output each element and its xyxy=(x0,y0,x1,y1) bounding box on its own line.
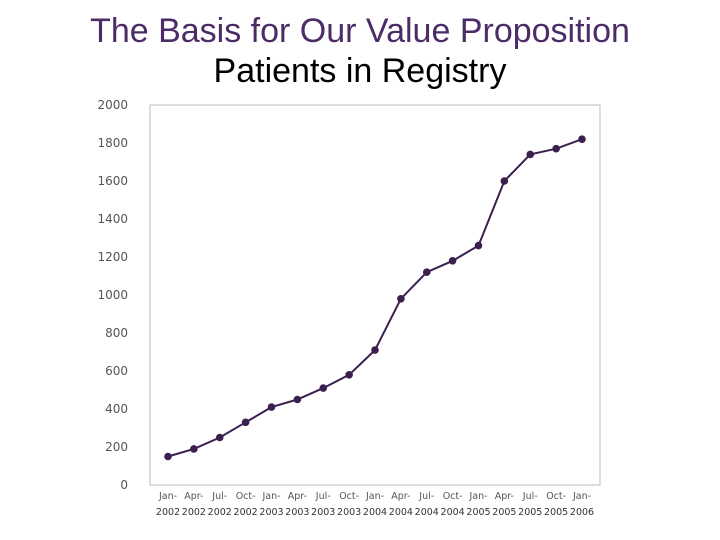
plot-frame xyxy=(149,104,601,486)
x-tick-label-month: Apr- xyxy=(495,491,514,502)
y-tick-label: 1800 xyxy=(97,136,128,150)
x-tick-label-month: Jul- xyxy=(522,491,538,502)
data-point xyxy=(500,177,509,185)
data-point xyxy=(345,371,353,379)
x-tick-label-month: Apr- xyxy=(184,491,203,502)
data-point xyxy=(293,395,302,404)
x-tick-label-year: 2002 xyxy=(208,507,232,518)
x-tick-label-year: 2003 xyxy=(259,507,283,518)
series-layer xyxy=(164,135,586,461)
x-tick-label-month: Oct- xyxy=(546,491,566,502)
y-tick-label: 1400 xyxy=(97,212,128,226)
x-tick-label-month: Jan- xyxy=(468,491,487,502)
x-axis: Jan-2002Apr-2002Jul-2002Oct-2002Jan-2003… xyxy=(156,491,594,518)
data-point xyxy=(474,241,483,250)
data-point xyxy=(578,135,586,143)
x-tick-label-year: 2004 xyxy=(389,507,413,518)
data-point xyxy=(267,403,276,411)
slide-title: The Basis for Our Value Proposition xyxy=(90,12,630,50)
x-tick-label-year: 2003 xyxy=(311,507,335,518)
data-point xyxy=(164,452,172,461)
y-axis: 0 200 400 600 800 1000 1200 1400 1600 1800 2000 xyxy=(97,98,128,492)
chart-container: 0 200 400 600 800 1000 1200 1400 1600 1800 2000 Ja… xyxy=(90,95,610,525)
x-tick-label-month: Jan- xyxy=(158,491,177,502)
x-tick-label-year: 2004 xyxy=(415,507,439,518)
data-point xyxy=(215,433,224,442)
x-tick-label-year: 2002 xyxy=(156,507,180,518)
x-tick-label-month: Jan- xyxy=(261,491,280,502)
x-tick-label-month: Apr- xyxy=(288,491,307,502)
x-tick-label-year: 2004 xyxy=(441,507,465,518)
x-tick-label-year: 2003 xyxy=(285,507,309,518)
data-point xyxy=(422,268,431,276)
y-tick-label: 1000 xyxy=(97,288,128,302)
y-tick-label: 400 xyxy=(105,402,128,416)
data-point xyxy=(552,144,560,153)
x-tick-label-year: 2005 xyxy=(492,507,516,518)
x-tick-label-month: Apr- xyxy=(391,491,410,502)
x-tick-label-month: Jul- xyxy=(418,491,434,502)
data-point xyxy=(448,257,457,265)
data-point xyxy=(526,150,535,159)
x-tick-label-year: 2006 xyxy=(570,507,594,518)
data-point xyxy=(397,295,405,303)
y-tick-label: 800 xyxy=(105,326,128,340)
data-point xyxy=(371,346,379,354)
x-tick-label-year: 2005 xyxy=(518,507,542,518)
data-point xyxy=(241,418,250,427)
y-tick-label: 1600 xyxy=(97,174,128,188)
data-point xyxy=(319,384,328,392)
y-tick-label: 2000 xyxy=(97,98,128,112)
y-tick-label: 0 xyxy=(120,478,128,492)
x-tick-label-month: Jan- xyxy=(365,491,384,502)
line-chart: 0 200 400 600 800 1000 1200 1400 1600 1800 2000 Ja… xyxy=(97,98,601,518)
x-tick-label-year: 2005 xyxy=(466,507,490,518)
x-tick-label-year: 2003 xyxy=(337,507,361,518)
x-tick-label-year: 2005 xyxy=(544,507,568,518)
y-tick-label: 600 xyxy=(105,364,128,378)
x-tick-label-month: Oct- xyxy=(236,491,256,502)
x-tick-label-year: 2002 xyxy=(182,507,206,518)
slide-subtitle: Patients in Registry xyxy=(213,52,507,90)
y-tick-label: 200 xyxy=(105,440,128,454)
data-point xyxy=(190,445,198,453)
x-tick-label-month: Oct- xyxy=(443,491,463,502)
x-tick-label-month: Jul- xyxy=(211,491,227,502)
x-tick-label-year: 2002 xyxy=(234,507,258,518)
x-tick-label-month: Oct- xyxy=(339,491,359,502)
y-tick-label: 1200 xyxy=(97,250,128,264)
x-tick-label-month: Jul- xyxy=(315,491,331,502)
x-tick-label-month: Jan- xyxy=(572,491,591,502)
x-tick-label-year: 2004 xyxy=(363,507,387,518)
